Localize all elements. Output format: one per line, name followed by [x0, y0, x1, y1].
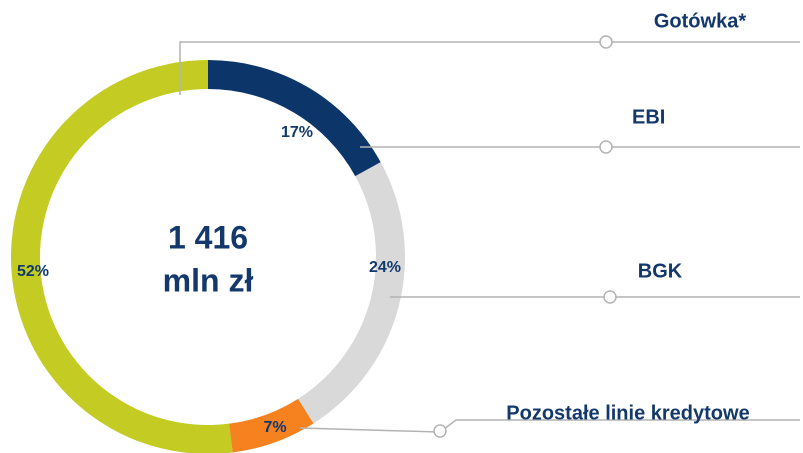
value-label: 52%: [17, 263, 49, 280]
center-label: mln zł: [163, 262, 254, 298]
donut-segment: [229, 398, 314, 453]
donut-segment: [11, 60, 233, 453]
leader-dot: [603, 290, 617, 304]
donut-segment: [208, 60, 381, 177]
category-label: EBI: [632, 106, 665, 128]
value-label: 24%: [369, 259, 401, 276]
leader-line: [299, 419, 800, 433]
category-label: Gotówka*: [654, 10, 746, 32]
leader-line: [179, 41, 800, 95]
category-label: BGK: [638, 260, 683, 282]
donut-segment: [298, 162, 405, 424]
leader-dot: [433, 424, 447, 438]
leader-dot: [599, 35, 613, 49]
value-label: 7%: [263, 419, 286, 436]
value-label: 17%: [281, 124, 313, 141]
leader-dot: [599, 140, 613, 154]
leaders: [179, 35, 800, 438]
category-label: Pozostałe linie kredytowe: [506, 402, 749, 424]
center-label: 1 416: [168, 219, 248, 255]
